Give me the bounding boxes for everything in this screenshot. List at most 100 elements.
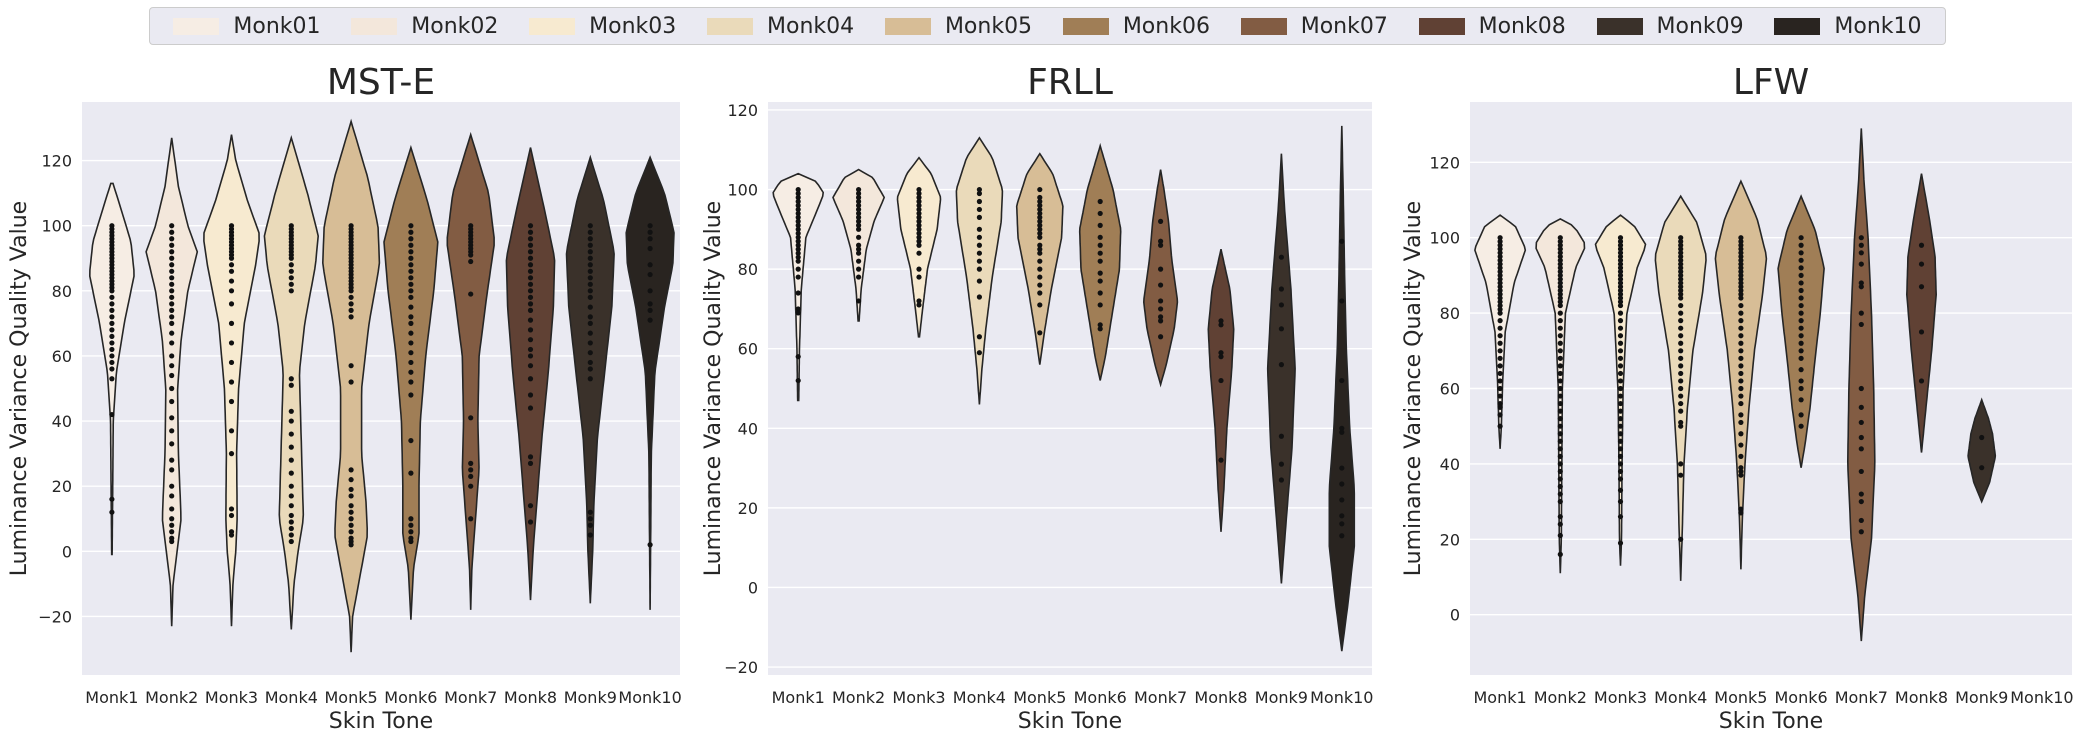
data-point bbox=[169, 340, 175, 346]
data-point bbox=[916, 302, 922, 308]
data-point bbox=[408, 304, 414, 310]
data-point bbox=[169, 529, 175, 535]
data-point bbox=[1979, 465, 1985, 471]
data-point bbox=[527, 223, 534, 229]
data-point bbox=[527, 519, 534, 525]
data-point bbox=[1557, 416, 1563, 422]
data-point bbox=[1738, 472, 1744, 478]
data-point bbox=[1798, 423, 1804, 429]
data-point bbox=[587, 229, 593, 235]
data-point bbox=[1497, 355, 1503, 361]
data-point bbox=[1798, 272, 1804, 279]
data-point bbox=[1678, 261, 1684, 267]
data-point bbox=[1218, 318, 1224, 324]
data-point bbox=[1557, 284, 1563, 290]
data-point bbox=[527, 327, 534, 333]
x-tick-label: Monk8 bbox=[1895, 688, 1948, 707]
data-point bbox=[288, 431, 294, 437]
violin-monk8 bbox=[1207, 249, 1235, 532]
data-point bbox=[288, 525, 294, 532]
data-point bbox=[468, 473, 474, 480]
data-point bbox=[288, 532, 294, 538]
data-point bbox=[1497, 378, 1503, 384]
data-point bbox=[527, 268, 534, 274]
legend-swatch bbox=[351, 17, 398, 35]
data-point bbox=[1798, 325, 1804, 331]
data-point bbox=[976, 294, 983, 300]
data-point bbox=[1497, 423, 1503, 429]
data-point bbox=[408, 229, 414, 235]
data-point bbox=[587, 281, 593, 287]
data-point bbox=[109, 301, 115, 307]
data-point bbox=[1339, 298, 1345, 304]
violin-monk7 bbox=[1846, 128, 1876, 642]
data-point bbox=[1037, 194, 1043, 201]
data-point bbox=[1678, 257, 1684, 263]
data-point bbox=[527, 242, 534, 248]
data-point bbox=[288, 262, 294, 268]
data-point bbox=[1678, 291, 1684, 297]
x-tick-label: Monk7 bbox=[1835, 688, 1888, 707]
y-tick-label: −20 bbox=[38, 607, 72, 626]
data-point bbox=[1557, 423, 1563, 429]
data-point bbox=[169, 320, 175, 326]
data-point bbox=[288, 470, 294, 476]
data-point bbox=[169, 372, 175, 379]
data-point bbox=[408, 242, 414, 248]
data-point bbox=[1678, 472, 1684, 478]
data-point bbox=[1097, 326, 1103, 332]
data-point bbox=[976, 242, 983, 248]
data-point bbox=[1858, 284, 1864, 290]
data-point bbox=[1738, 235, 1744, 241]
data-point bbox=[109, 366, 115, 372]
data-point bbox=[1158, 266, 1164, 272]
data-point bbox=[1678, 536, 1684, 542]
legend-swatch bbox=[707, 17, 754, 35]
data-point bbox=[408, 268, 414, 274]
data-point bbox=[169, 353, 175, 359]
data-point bbox=[1497, 393, 1503, 399]
data-point bbox=[109, 288, 115, 294]
data-point bbox=[1557, 514, 1563, 520]
data-point bbox=[1557, 269, 1563, 275]
y-tick-label: 0 bbox=[748, 578, 758, 597]
data-point bbox=[1617, 487, 1624, 493]
data-point bbox=[1158, 334, 1164, 340]
data-point bbox=[856, 186, 862, 193]
data-point bbox=[647, 236, 653, 242]
y-tick-label: 20 bbox=[1440, 530, 1460, 549]
data-point bbox=[856, 246, 862, 252]
legend-swatch bbox=[884, 17, 931, 35]
data-point bbox=[856, 214, 862, 220]
data-point bbox=[1678, 408, 1684, 414]
data-point bbox=[916, 238, 922, 244]
data-point bbox=[1798, 355, 1804, 361]
data-point bbox=[1918, 329, 1925, 335]
data-point bbox=[1738, 442, 1744, 448]
data-point bbox=[1798, 280, 1804, 286]
data-point bbox=[408, 516, 414, 522]
data-point bbox=[1738, 276, 1744, 282]
y-tick-label: 60 bbox=[738, 340, 758, 359]
data-point bbox=[1918, 261, 1925, 267]
data-point bbox=[1738, 287, 1744, 294]
data-point bbox=[976, 226, 983, 232]
x-tick-label: Monk10 bbox=[1310, 688, 1373, 707]
data-point bbox=[1678, 378, 1684, 384]
data-point bbox=[1037, 266, 1043, 272]
data-point bbox=[1557, 310, 1563, 316]
data-point bbox=[527, 229, 534, 235]
data-point bbox=[228, 255, 235, 261]
data-point bbox=[587, 275, 593, 281]
data-point bbox=[1497, 370, 1503, 377]
data-point bbox=[795, 254, 801, 260]
data-point bbox=[1738, 261, 1744, 267]
data-point bbox=[169, 275, 175, 281]
data-point bbox=[587, 242, 593, 248]
data-point bbox=[1497, 385, 1503, 392]
violin-monk6 bbox=[1777, 194, 1825, 468]
data-point bbox=[169, 262, 175, 268]
data-point bbox=[1497, 348, 1503, 354]
data-point bbox=[527, 307, 534, 313]
data-point bbox=[1617, 453, 1624, 459]
